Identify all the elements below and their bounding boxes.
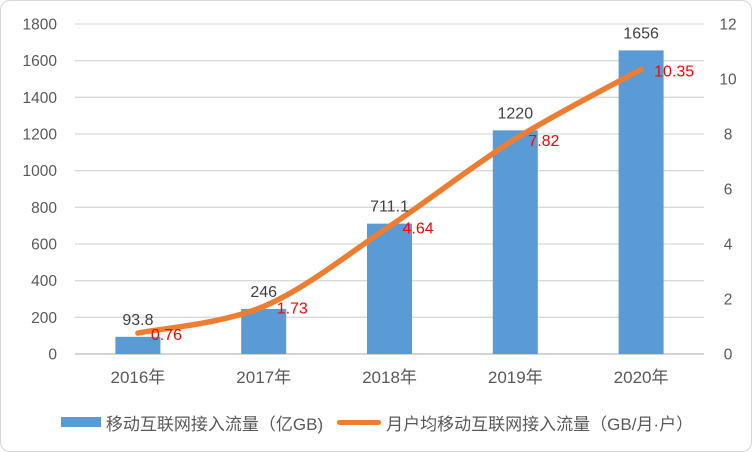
secondary-axis-tick-label: 8: [724, 127, 733, 144]
line-data-label: 4.64: [403, 220, 434, 237]
bar-series-swatch-icon: [60, 417, 101, 427]
line-series-swatch-icon: [337, 419, 382, 425]
bar-series-legend-label: 移动互联网接入流量（亿GB): [105, 414, 324, 434]
secondary-axis-tick-label: 4: [724, 237, 733, 254]
bar-2020年: [618, 50, 664, 355]
primary-axis-tick-label: 200: [31, 310, 57, 327]
category-label: 2018年: [362, 368, 417, 387]
category-label: 2020年: [614, 368, 669, 387]
line-series-path: [135, 66, 644, 336]
category-label: 2017年: [236, 368, 291, 387]
secondary-axis-tick-label: 10: [719, 72, 737, 89]
primary-axis-tick-label: 800: [31, 200, 57, 217]
line-data-label: 1.73: [277, 300, 308, 317]
bar-2016年: [115, 336, 161, 354]
primary-axis-tick-label: 0: [48, 347, 57, 364]
primary-axis-tick-label: 1200: [23, 127, 58, 144]
primary-axis-tick-label: 1800: [23, 17, 58, 34]
secondary-axis-tick-label: 6: [724, 182, 733, 199]
line-data-label: 10.35: [654, 63, 694, 80]
secondary-axis-tick-label: 2: [724, 292, 733, 309]
bar-data-label: 93.8: [122, 312, 153, 329]
bar-2017年: [241, 308, 287, 354]
secondary-axis-tick-label: 0: [724, 347, 733, 364]
bar-data-label: 1656: [623, 25, 659, 42]
primary-axis-tick-label: 400: [31, 273, 57, 290]
legend-item-line-series: 月户均移动互联网接入流量（GB/月·户）: [337, 410, 693, 435]
line-data-label: 0.76: [151, 327, 182, 344]
primary-axis-tick-label: 1000: [23, 163, 58, 180]
secondary-axis-tick-label: 12: [719, 17, 736, 34]
line-data-label: 7.82: [528, 133, 559, 150]
line-series-legend-label: 月户均移动互联网接入流量（GB/月·户）: [386, 414, 694, 434]
bar-2018年: [367, 223, 412, 354]
chart-legend: 移动互联网接入流量（亿GB) 月户均移动互联网接入流量（GB/月·户）: [1, 407, 751, 437]
primary-axis-tick-label: 1400: [23, 90, 58, 107]
bar-2019年: [492, 130, 538, 354]
bar-data-label: 1220: [498, 105, 534, 122]
bar-data-label: 246: [250, 284, 277, 301]
category-label: 2019年: [488, 368, 543, 387]
primary-axis-tick-label: 1600: [23, 53, 58, 70]
category-label: 2016年: [110, 368, 165, 387]
legend-item-bar-series: 移动互联网接入流量（亿GB): [60, 410, 324, 435]
bar-data-label: 711.1: [370, 199, 409, 216]
primary-axis-tick-label: 600: [31, 237, 57, 254]
